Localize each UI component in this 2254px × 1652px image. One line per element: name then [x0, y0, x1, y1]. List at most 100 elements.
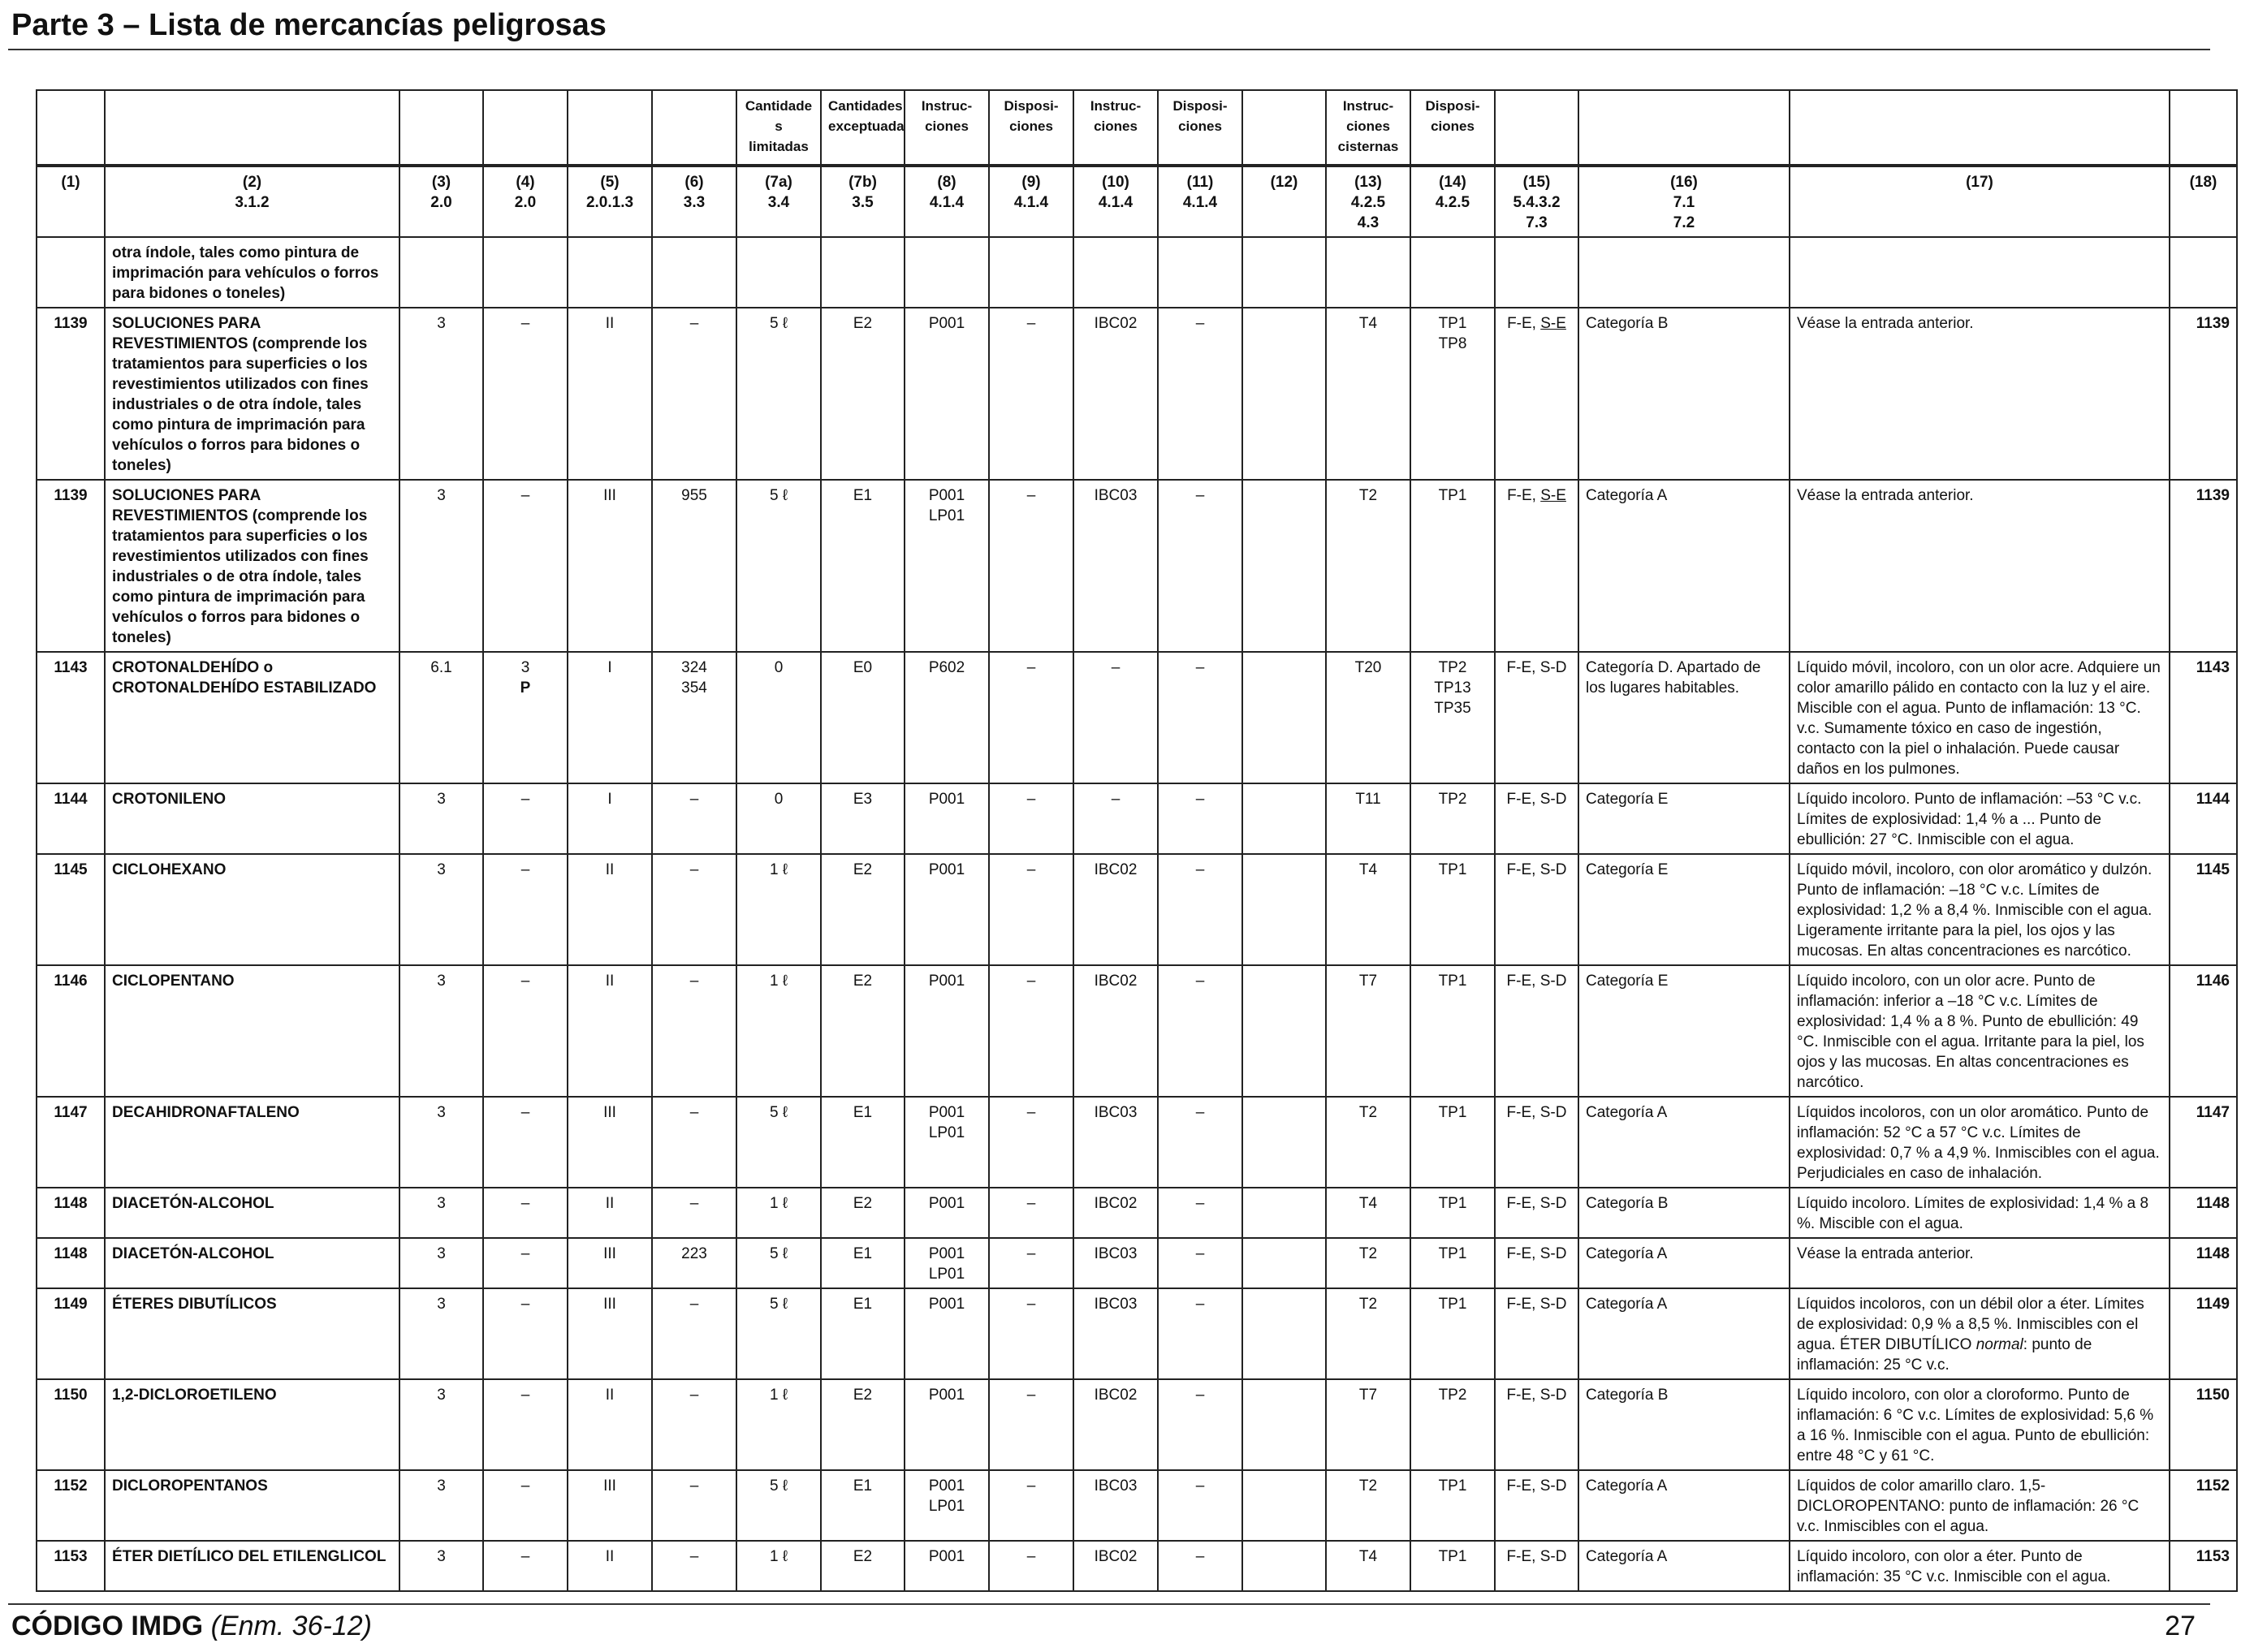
properties-observations-cell: Líquido incoloro, con olor a éter. Punto… — [1789, 1540, 2170, 1592]
ibc-provisions-cell — [1157, 236, 1243, 308]
ibc-instruction-cell: – — [1073, 651, 1159, 784]
un-number-end-cell — [2169, 236, 2238, 308]
packing-group-cell: II — [567, 964, 653, 1098]
ibc-provisions-cell: – — [1157, 479, 1243, 653]
tank-instruction-cell: T2 — [1325, 479, 1411, 653]
tank-provisions-cell: TP2 — [1410, 783, 1496, 855]
ibc-instruction-cell: IBC02 — [1073, 1187, 1159, 1239]
limited-quantities-cell: 1 ℓ — [736, 1540, 822, 1592]
excepted-quantities-cell: E2 — [820, 1540, 905, 1592]
class-cell: 3 — [399, 853, 484, 966]
limited-quantities-cell: 5 ℓ — [736, 1237, 822, 1289]
table-body: Cantidade s limitadas Cantidades exceptua… — [36, 89, 2238, 1592]
un-number-cell: 1139 — [36, 479, 106, 653]
properties-observations-cell: Líquidos incoloros, con un débil olor a … — [1789, 1288, 2170, 1380]
un-number-end-cell: 1148 — [2169, 1187, 2238, 1239]
special-provisions-cell: – — [651, 1187, 737, 1239]
header-row-references: (1) (2) 3.1.2 (3) 2.0 (4) 2.0 (5) 2.0.1.3 (6)… — [36, 164, 2238, 238]
header-row-titles: Cantidade s limitadas Cantidades exceptua… — [36, 89, 2238, 166]
header-title-cell — [1241, 89, 1327, 166]
special-provisions-cell: – — [651, 1378, 737, 1471]
tank-instruction-cell: T4 — [1325, 307, 1411, 481]
class-cell: 3 — [399, 1237, 484, 1289]
column-12-cell — [1241, 1469, 1327, 1542]
ibc-instruction-cell: IBC02 — [1073, 1378, 1159, 1471]
tank-provisions-cell: TP1 — [1410, 1096, 1496, 1188]
header-title-cell: Disposi- ciones — [1410, 89, 1496, 166]
header-title-cell — [1494, 89, 1579, 166]
excepted-quantities-cell: E1 — [820, 1237, 905, 1289]
stowage-segregation-cell: Categoría A — [1578, 1469, 1790, 1542]
limited-quantities-cell: 5 ℓ — [736, 1288, 822, 1380]
header-ref-cell: (5) 2.0.1.3 — [567, 164, 653, 238]
packing-provisions-cell: – — [988, 783, 1074, 855]
column-12-cell — [1241, 1288, 1327, 1380]
class-cell: 3 — [399, 964, 484, 1098]
packing-provisions-cell: – — [988, 307, 1074, 481]
limited-quantities-cell: 1 ℓ — [736, 1378, 822, 1471]
header-title-cell: Instruc- ciones — [1073, 89, 1159, 166]
proper-shipping-name-cell: DIACETÓN-ALCOHOL — [104, 1237, 400, 1289]
limited-quantities-cell: 0 — [736, 783, 822, 855]
class-cell: 3 — [399, 1378, 484, 1471]
ibc-provisions-cell: – — [1157, 964, 1243, 1098]
packing-instruction-cell: P001 — [904, 1540, 990, 1592]
un-number-cell: 1148 — [36, 1237, 106, 1289]
header-ref-cell: (15) 5.4.3.2 7.3 — [1494, 164, 1579, 238]
stowage-segregation-cell: Categoría A — [1578, 479, 1790, 653]
un-number-cell: 1147 — [36, 1096, 106, 1188]
class-cell: 3 — [399, 1288, 484, 1380]
proper-shipping-name-cell: otra índole, tales como pintura de impri… — [104, 236, 400, 308]
column-12-cell — [1241, 1237, 1327, 1289]
ems-cell: F-E, S-D — [1494, 1237, 1579, 1289]
packing-group-cell: III — [567, 1469, 653, 1542]
ems-cell: F-E, S-D — [1494, 1187, 1579, 1239]
un-number-end-cell: 1139 — [2169, 479, 2238, 653]
tank-instruction-cell: T2 — [1325, 1469, 1411, 1542]
properties-observations-cell: Véase la entrada anterior. — [1789, 479, 2170, 653]
packing-provisions-cell: – — [988, 1288, 1074, 1380]
packing-group-cell — [567, 236, 653, 308]
tank-provisions-cell: TP2 TP13 TP35 — [1410, 651, 1496, 784]
column-12-cell — [1241, 1378, 1327, 1471]
packing-provisions-cell: – — [988, 853, 1074, 966]
un-number-cell: 1152 — [36, 1469, 106, 1542]
header-title-cell — [482, 89, 568, 166]
ibc-provisions-cell: – — [1157, 1469, 1243, 1542]
ems-text: F-E, S-D — [1506, 861, 1567, 878]
ibc-provisions-cell: – — [1157, 853, 1243, 966]
subsidiary-risk-cell: – — [482, 307, 568, 481]
limited-quantities-cell: 1 ℓ — [736, 964, 822, 1098]
subsidiary-risk-cell: – — [482, 1187, 568, 1239]
excepted-quantities-cell: E2 — [820, 853, 905, 966]
header-ref-cell: (3) 2.0 — [399, 164, 484, 238]
ibc-instruction-cell — [1073, 236, 1159, 308]
proper-shipping-name-cell: DECAHIDRONAFTALENO — [104, 1096, 400, 1188]
limited-quantities-cell: 0 — [736, 651, 822, 784]
packing-instruction-cell: P001 — [904, 1378, 990, 1471]
un-number-cell: 1145 — [36, 853, 106, 966]
ibc-instruction-cell: IBC03 — [1073, 1288, 1159, 1380]
packing-provisions-cell: – — [988, 479, 1074, 653]
tank-instruction-cell: T4 — [1325, 1540, 1411, 1592]
ems-cell: F-E, S-D — [1494, 1288, 1579, 1380]
ems-text: F-E, S-D — [1506, 1387, 1567, 1404]
special-provisions-cell: 324 354 — [651, 651, 737, 784]
stowage-segregation-cell: Categoría E — [1578, 964, 1790, 1098]
class-cell: 3 — [399, 1096, 484, 1188]
packing-group-cell: I — [567, 651, 653, 784]
ibc-instruction-cell: IBC02 — [1073, 853, 1159, 966]
special-provisions-cell: – — [651, 1288, 737, 1380]
packing-provisions-cell: – — [988, 1378, 1074, 1471]
column-12-cell — [1241, 479, 1327, 653]
packing-instruction-cell: P001 — [904, 783, 990, 855]
tank-instruction-cell: T2 — [1325, 1237, 1411, 1289]
class-cell: 3 — [399, 1540, 484, 1592]
un-number-end-cell: 1139 — [2169, 307, 2238, 481]
excepted-quantities-cell: E2 — [820, 964, 905, 1098]
packing-provisions-cell: – — [988, 1237, 1074, 1289]
subsidiary-risk-class: 3 — [520, 659, 530, 676]
stowage-segregation-cell: Categoría E — [1578, 853, 1790, 966]
tank-instruction-cell — [1325, 236, 1411, 308]
packing-instruction-cell: P001 LP01 — [904, 1469, 990, 1542]
